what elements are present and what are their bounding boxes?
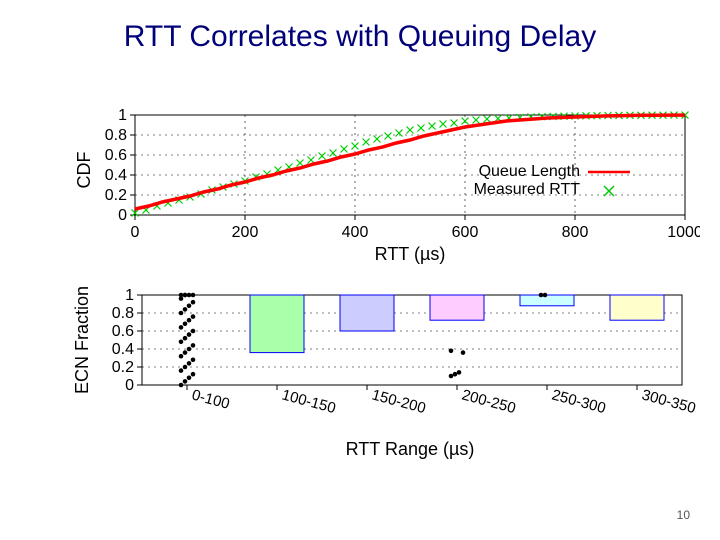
svg-text:0.2: 0.2	[105, 187, 127, 204]
legend: Queue Length Measured RTT	[474, 163, 630, 198]
svg-text:100-150: 100-150	[280, 386, 338, 417]
svg-text:800: 800	[562, 224, 589, 241]
svg-text:300-350: 300-350	[640, 386, 698, 417]
svg-text:0.8: 0.8	[112, 305, 134, 322]
svg-text:1000: 1000	[667, 224, 700, 241]
svg-text:0: 0	[118, 207, 127, 224]
svg-text:0.8: 0.8	[105, 127, 127, 144]
svg-text:1: 1	[125, 287, 134, 304]
ecn-xlabel: RTT Range (µs)	[346, 439, 475, 459]
svg-text:0: 0	[125, 377, 134, 394]
svg-text:0.6: 0.6	[105, 147, 127, 164]
cdf-ylabel: CDF	[74, 152, 94, 189]
svg-text:0.6: 0.6	[112, 323, 134, 340]
svg-text:200: 200	[232, 224, 259, 241]
svg-text:0.4: 0.4	[105, 167, 127, 184]
page-number: 10	[677, 508, 690, 522]
ecn-boxplot: 00.20.40.60.81 0-100 100-150 150-200 200-25…	[70, 280, 700, 470]
ecn-ylabel: ECN Fraction	[72, 286, 92, 394]
svg-text:1: 1	[118, 107, 127, 124]
svg-text:250-300: 250-300	[550, 386, 608, 417]
svg-text:400: 400	[342, 224, 369, 241]
legend-measured-rtt: Measured RTT	[474, 181, 581, 198]
page-title: RTT Correlates with Queuing Delay	[0, 20, 720, 54]
legend-queue-length: Queue Length	[479, 163, 580, 180]
svg-text:0.4: 0.4	[112, 341, 134, 358]
svg-text:0.2: 0.2	[112, 359, 134, 376]
cdf-xlabel: RTT (µs)	[375, 244, 446, 264]
svg-text:0-100: 0-100	[190, 386, 231, 412]
svg-text:200-250: 200-250	[460, 386, 518, 417]
svg-text:150-200: 150-200	[370, 386, 428, 417]
cdf-chart: 0 0.2 0.4 0.6 0.8 1 0 200 400 600 800 1000 CDF RTT…	[70, 100, 700, 275]
svg-text:600: 600	[452, 224, 479, 241]
svg-text:0: 0	[131, 224, 140, 241]
